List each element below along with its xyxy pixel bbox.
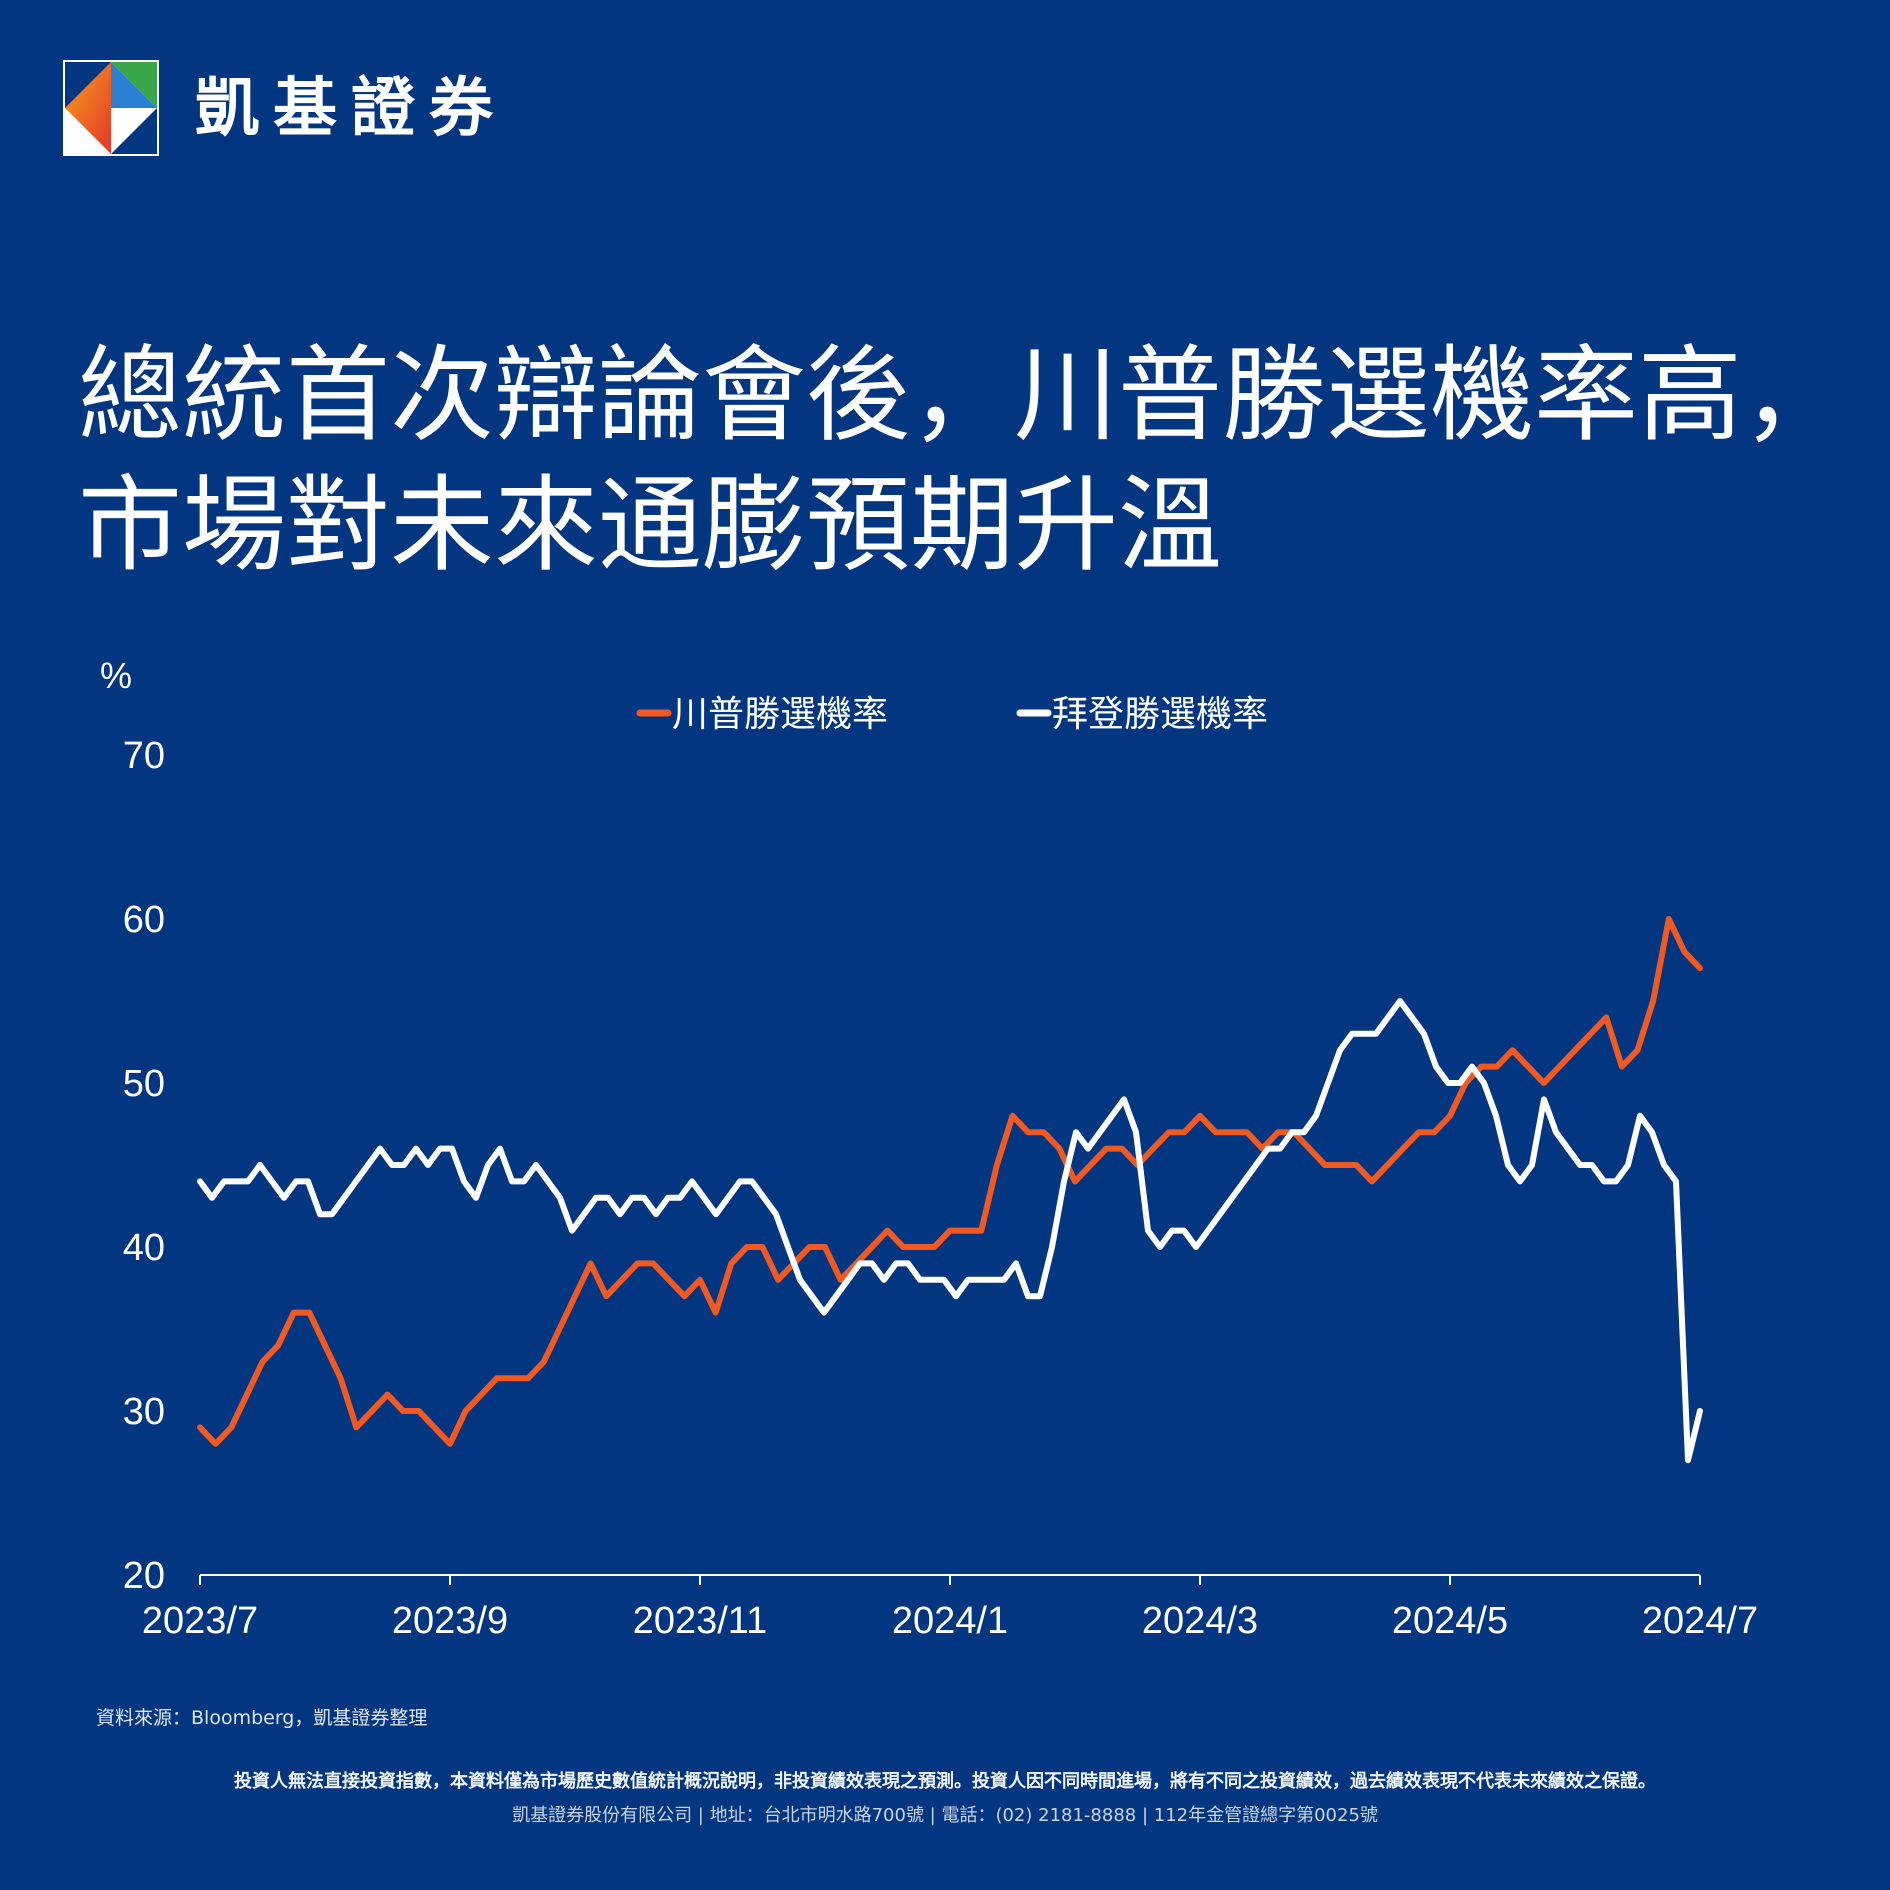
- page-title: 總統首次辯論會後，川普勝選機率高， 市場對未來通膨預期升溫: [78, 330, 1878, 590]
- legend-label: 川普勝選機率: [672, 694, 888, 735]
- title-line-1: 總統首次辯論會後，川普勝選機率高，: [78, 334, 1847, 456]
- x-tick-label: 2024/3: [1142, 1600, 1258, 1642]
- y-tick-label: 20: [123, 1555, 165, 1597]
- series-line-biden: [197, 998, 1703, 1464]
- x-tick-label: 2023/7: [142, 1600, 258, 1642]
- y-tick-label: 30: [123, 1391, 165, 1433]
- company-footer: 凱基證券股份有限公司 | 地址：台北市明水路700號 | 電話：(02) 218…: [512, 1805, 1378, 1826]
- disclaimer: 投資人無法直接投資指數，本資料僅為市場歷史數值統計概況說明，非投資績效表現之預測…: [234, 1771, 1656, 1792]
- series-line-trump: [197, 916, 1703, 1447]
- brand-name: 凱基證券: [195, 72, 507, 146]
- x-tick-label: 2023/11: [633, 1600, 768, 1642]
- y-tick-label: 60: [123, 899, 165, 941]
- y-tick-label: 70: [123, 735, 165, 777]
- title-line-2: 市場對未來通膨預期升溫: [78, 464, 1223, 586]
- y-axis-unit-label: %: [100, 655, 132, 696]
- y-tick-label: 50: [123, 1063, 165, 1105]
- legend-label: 拜登勝選機率: [1052, 694, 1268, 735]
- x-tick-label: 2024/1: [892, 1600, 1008, 1642]
- x-tick-label: 2024/7: [1642, 1600, 1758, 1642]
- y-tick-label: 40: [123, 1227, 165, 1269]
- source-note: 資料來源：Bloomberg，凱基證券整理: [96, 1707, 428, 1729]
- x-tick-label: 2023/9: [392, 1600, 508, 1642]
- x-tick-label: 2024/5: [1392, 1600, 1508, 1642]
- kgi-logo-icon: [63, 60, 159, 156]
